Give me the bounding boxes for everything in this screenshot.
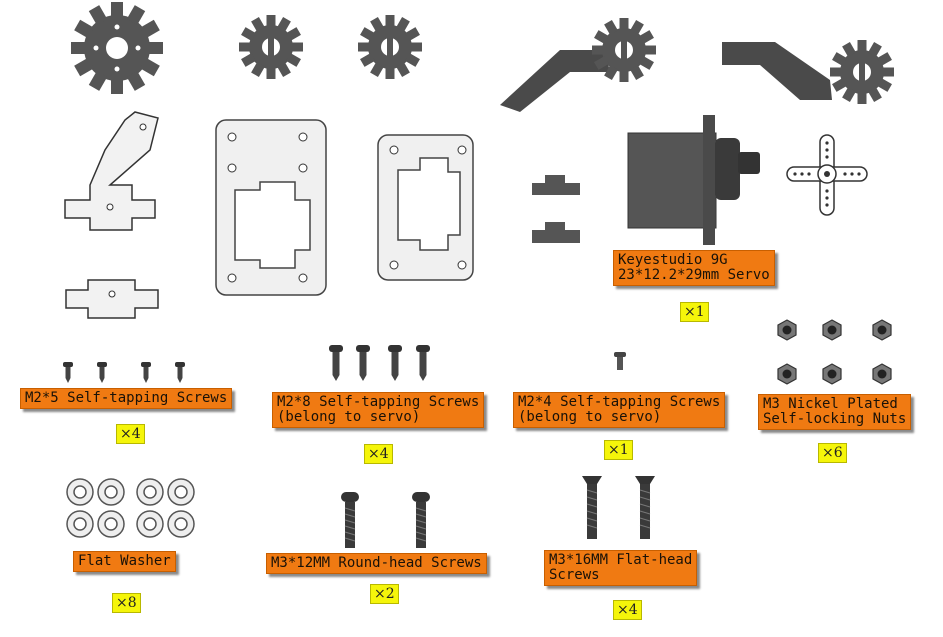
flat-washers — [66, 478, 195, 538]
servo-label: Keyestudio 9G 23*12.2*29mm Servo — [613, 250, 775, 286]
m2x4-screw — [614, 352, 626, 370]
m3x12-screws — [340, 491, 431, 549]
m2x5-screws — [63, 362, 185, 383]
m3x16-label: M3*16MM Flat-head Screws — [544, 550, 698, 586]
gear-arm-left — [500, 18, 656, 112]
servo-plate-small — [377, 134, 474, 281]
servo-motor — [627, 115, 760, 245]
gear-arm-right — [722, 40, 894, 104]
m2x4-quantity: ×1 — [604, 440, 633, 460]
servo-plate-large — [215, 119, 327, 296]
m3x16-screws — [581, 475, 656, 540]
large-gear — [71, 2, 163, 94]
spacer-blocks — [532, 175, 580, 243]
m3-nuts — [777, 319, 892, 385]
m3-nuts-label: M3 Nickel Plated Self-locking Nuts — [758, 394, 912, 430]
m3-nuts-quantity: ×6 — [818, 443, 847, 463]
m2x5-label: M2*5 Self-tapping Screws — [20, 388, 233, 409]
m2x5-quantity: ×4 — [116, 424, 145, 444]
bracket-cross — [65, 279, 159, 319]
small-gear-2 — [358, 15, 422, 79]
m3x12-label: M3*12MM Round-head Screws — [266, 553, 487, 574]
servo-horn — [786, 134, 868, 216]
m3x12-quantity: ×2 — [370, 584, 399, 604]
bracket-arm — [64, 111, 159, 231]
m2x8-label: M2*8 Self-tapping Screws (belong to serv… — [272, 392, 485, 428]
m2x8-screws — [329, 345, 430, 381]
m3x16-quantity: ×4 — [613, 600, 642, 620]
m2x8-quantity: ×4 — [364, 444, 393, 464]
small-gear-1 — [239, 15, 303, 79]
servo-quantity: ×1 — [680, 302, 709, 322]
m2x4-label: M2*4 Self-tapping Screws (belong to serv… — [513, 392, 726, 428]
washer-quantity: ×8 — [112, 593, 141, 613]
washer-label: Flat Washer — [73, 551, 176, 572]
